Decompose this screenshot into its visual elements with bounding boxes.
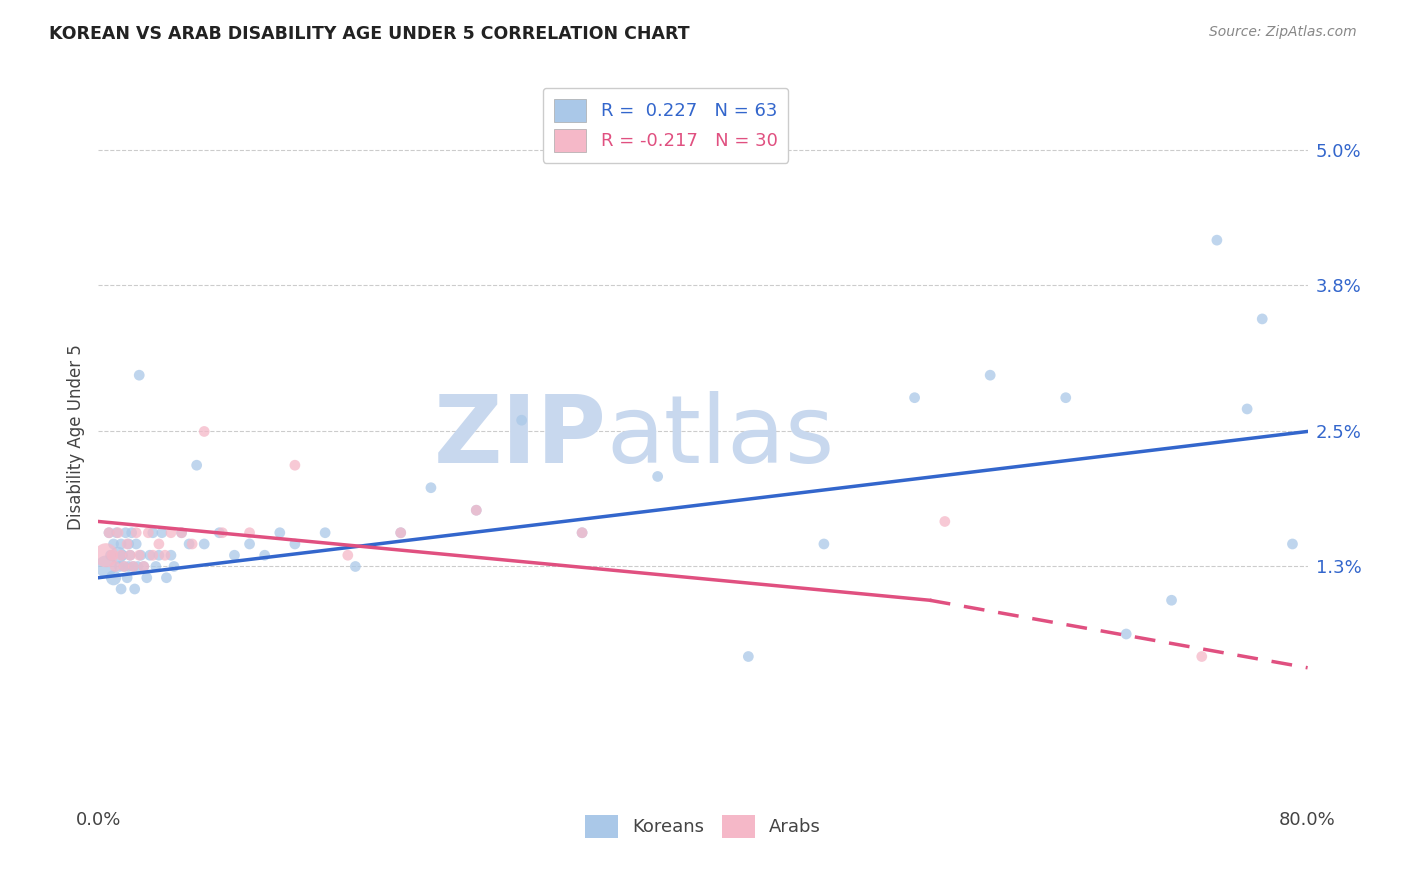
Point <box>153 548 176 562</box>
Point <box>571 525 593 540</box>
Point <box>118 537 141 551</box>
Point <box>111 548 134 562</box>
Point <box>107 548 129 562</box>
Point <box>420 481 443 495</box>
Point <box>170 525 193 540</box>
Point <box>186 458 208 473</box>
Point <box>239 525 262 540</box>
Point <box>193 425 215 439</box>
Point <box>465 503 488 517</box>
Point <box>1236 401 1258 416</box>
Point <box>148 537 170 551</box>
Point <box>105 525 128 540</box>
Point <box>269 525 291 540</box>
Point <box>145 559 167 574</box>
Point <box>465 503 488 517</box>
Y-axis label: Disability Age Under 5: Disability Age Under 5 <box>66 344 84 530</box>
Point <box>108 559 131 574</box>
Point <box>179 537 201 551</box>
Point <box>1191 649 1213 664</box>
Point <box>135 571 157 585</box>
Text: ZIP: ZIP <box>433 391 606 483</box>
Point <box>121 525 143 540</box>
Point <box>224 548 246 562</box>
Point <box>314 525 336 540</box>
Point <box>110 548 132 562</box>
Point <box>124 582 146 596</box>
Point <box>125 537 148 551</box>
Text: atlas: atlas <box>606 391 835 483</box>
Point <box>181 537 204 551</box>
Point <box>118 559 141 574</box>
Point <box>101 548 124 562</box>
Point <box>98 525 121 540</box>
Point <box>120 548 142 562</box>
Point <box>115 571 138 585</box>
Point <box>1206 233 1229 247</box>
Point <box>107 525 129 540</box>
Point <box>193 537 215 551</box>
Point <box>94 559 117 574</box>
Point <box>110 582 132 596</box>
Point <box>155 571 177 585</box>
Point <box>1281 537 1303 551</box>
Point <box>104 559 127 574</box>
Point <box>142 548 165 562</box>
Point <box>132 559 155 574</box>
Point <box>128 368 150 383</box>
Point <box>103 537 125 551</box>
Point <box>389 525 412 540</box>
Point <box>132 559 155 574</box>
Point <box>389 525 412 540</box>
Point <box>142 525 165 540</box>
Point <box>98 525 121 540</box>
Legend: Koreans, Arabs: Koreans, Arabs <box>578 807 828 845</box>
Text: Source: ZipAtlas.com: Source: ZipAtlas.com <box>1209 25 1357 39</box>
Point <box>112 559 135 574</box>
Point <box>114 525 136 540</box>
Point <box>110 537 132 551</box>
Point <box>103 571 125 585</box>
Point <box>136 525 159 540</box>
Point <box>170 525 193 540</box>
Point <box>100 548 122 562</box>
Point <box>979 368 1001 383</box>
Point <box>571 525 593 540</box>
Point <box>904 391 927 405</box>
Point <box>112 559 135 574</box>
Point <box>253 548 276 562</box>
Point <box>163 559 186 574</box>
Point <box>160 548 183 562</box>
Point <box>208 525 231 540</box>
Point <box>94 548 117 562</box>
Point <box>139 548 162 562</box>
Point <box>211 525 233 540</box>
Point <box>510 413 533 427</box>
Point <box>647 469 669 483</box>
Text: KOREAN VS ARAB DISABILITY AGE UNDER 5 CORRELATION CHART: KOREAN VS ARAB DISABILITY AGE UNDER 5 CO… <box>49 25 690 43</box>
Point <box>115 537 138 551</box>
Point <box>1160 593 1182 607</box>
Point <box>122 559 145 574</box>
Point <box>129 548 152 562</box>
Point <box>239 537 262 551</box>
Point <box>344 559 367 574</box>
Point <box>1115 627 1137 641</box>
Point <box>125 525 148 540</box>
Point <box>150 525 173 540</box>
Point <box>737 649 759 664</box>
Point <box>813 537 835 551</box>
Point <box>934 515 956 529</box>
Point <box>284 458 307 473</box>
Point <box>122 559 145 574</box>
Point <box>1054 391 1077 405</box>
Point <box>127 559 149 574</box>
Point <box>120 548 142 562</box>
Point <box>284 537 307 551</box>
Point <box>1251 312 1274 326</box>
Point <box>148 548 170 562</box>
Point <box>128 548 150 562</box>
Point <box>336 548 359 562</box>
Point <box>160 525 183 540</box>
